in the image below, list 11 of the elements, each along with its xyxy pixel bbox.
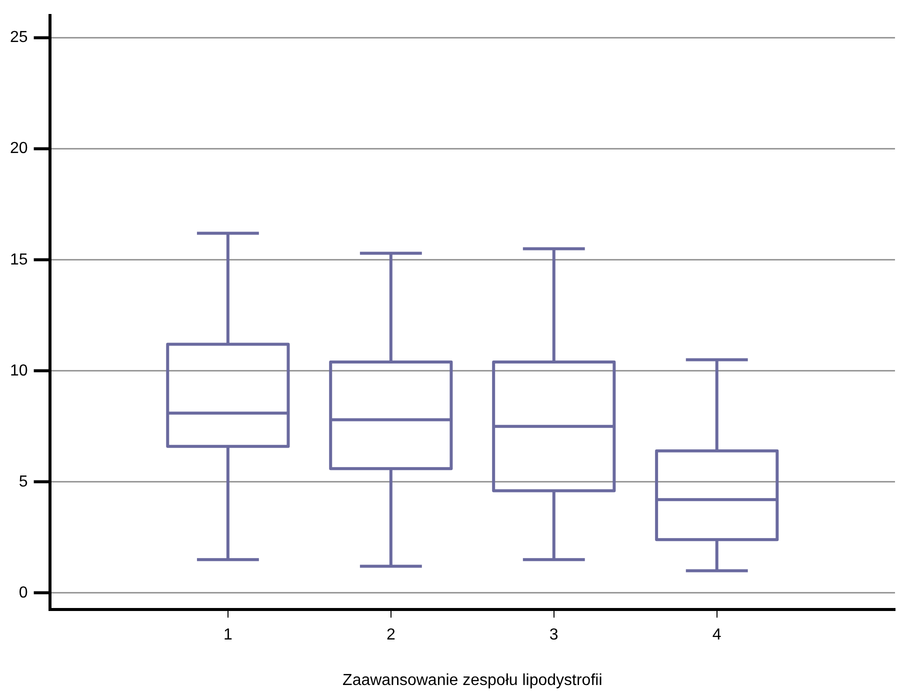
y-tick-label: 10: [10, 362, 28, 380]
x-tick-label: 4: [712, 626, 722, 644]
x-tick-label: 2: [386, 626, 396, 644]
y-tick-label: 0: [18, 584, 28, 602]
y-tick-label: 20: [10, 140, 28, 158]
x-tick-label: 3: [549, 626, 558, 644]
y-tick-label: 5: [18, 473, 28, 490]
y-tick-label: 25: [10, 29, 28, 46]
y-tick-label: 15: [10, 251, 28, 268]
x-axis-title: Zaawansowanie zespołu lipodystrofii: [342, 672, 602, 689]
x-tick-label: 1: [223, 626, 232, 644]
